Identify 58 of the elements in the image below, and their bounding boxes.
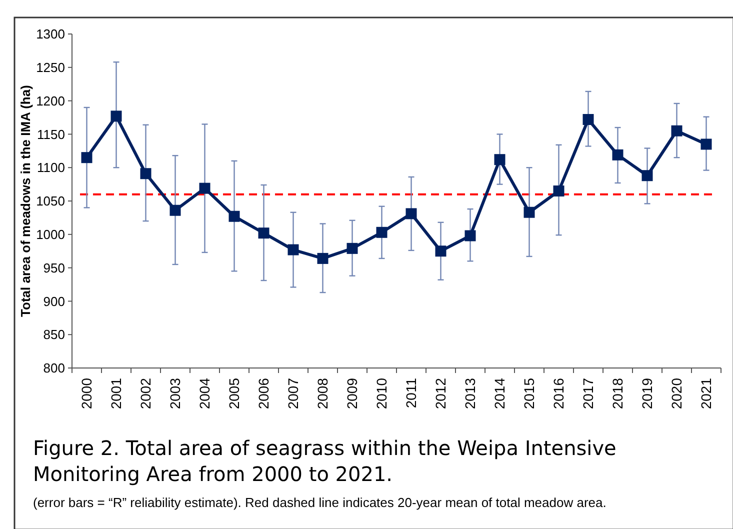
- point: [346, 242, 358, 254]
- x-tick-label: 2002: [138, 378, 154, 410]
- y-tick-label: 1000: [36, 226, 65, 242]
- y-tick-label: 1200: [36, 93, 65, 108]
- x-tick-label: 2014: [492, 378, 508, 410]
- y-tick-label: 850: [43, 327, 65, 342]
- x-tick-label: 2017: [580, 378, 596, 410]
- y-tick-label: 950: [43, 260, 65, 276]
- x-tick-label: 2018: [610, 378, 626, 410]
- x-tick-label: 2012: [432, 378, 449, 410]
- y-tick-label: 1300: [36, 26, 65, 42]
- point: [612, 149, 624, 160]
- x-tick-label: 2001: [108, 378, 124, 410]
- point: [110, 110, 122, 122]
- point: [464, 230, 476, 242]
- point: [140, 168, 152, 180]
- point: [553, 185, 564, 196]
- point: [170, 204, 181, 216]
- text: (error bars = “R” reliability estimate). Red dashed line indicates 20-year mean of total meadow area.: [33, 495, 606, 510]
- x-tick-label: 2006: [256, 378, 272, 410]
- point: [406, 208, 417, 220]
- x-tick-label: 2000: [78, 378, 95, 410]
- point: [228, 210, 240, 222]
- x-tick-label: 2013: [462, 378, 478, 410]
- text: Figure 2. Total area of seagrass within the Weipa Intensive Monitoring Area from 2000 to 2021.: [33, 436, 616, 486]
- y-tick-label: 800: [43, 360, 65, 376]
- point: [642, 170, 653, 182]
- point: [524, 206, 535, 218]
- point: [81, 152, 92, 164]
- point: [671, 125, 682, 136]
- x-tick-label: 2019: [639, 378, 656, 410]
- y-tick-label: 1150: [37, 126, 65, 142]
- x-tick-label: 2007: [285, 378, 302, 410]
- point: [317, 252, 328, 264]
- y-axis-title: Total area of meadows in the IMA (ha): [18, 85, 33, 317]
- y-tick-label: 1050: [36, 194, 65, 209]
- point: [700, 138, 712, 150]
- point: [258, 228, 270, 239]
- x-tick-label: 2010: [374, 378, 390, 410]
- y-tick-label: 1250: [36, 60, 65, 75]
- point: [435, 246, 446, 257]
- x-tick-label: 2004: [196, 378, 213, 410]
- x-tick-label: 2016: [550, 378, 567, 410]
- y-tick-label: 1100: [37, 160, 65, 176]
- x-tick-label: 2003: [167, 378, 184, 410]
- point: [376, 226, 388, 238]
- x-tick-label: 2009: [344, 378, 360, 410]
- point: [199, 182, 210, 194]
- point: [494, 154, 506, 166]
- x-tick-label: 2011: [403, 378, 420, 408]
- x-tick-label: 2005: [226, 378, 242, 410]
- point: [582, 114, 594, 126]
- x-tick-label: 2015: [521, 378, 538, 410]
- x-tick-label: 2020: [668, 378, 685, 410]
- y-tick-label: 900: [43, 294, 65, 309]
- x-tick-label: 2008: [314, 378, 331, 410]
- x-tick-label: 2021: [698, 378, 714, 410]
- point: [288, 244, 299, 256]
